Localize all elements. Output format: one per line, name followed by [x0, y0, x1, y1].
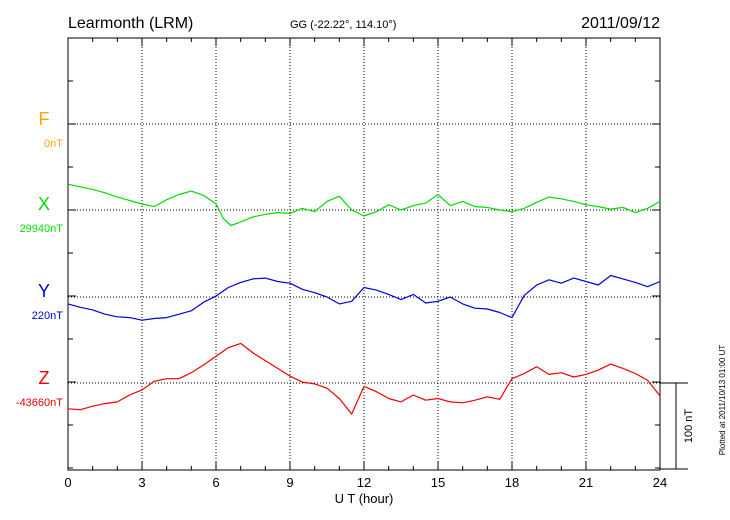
series-baseline-label: 29940nT	[20, 223, 64, 235]
scale-bar-label: 100 nT	[683, 409, 695, 444]
series-baseline-label: 220nT	[32, 310, 63, 322]
series-baseline-label: 0nT	[44, 138, 63, 150]
x-axis-label: U T (hour)	[335, 491, 394, 506]
scale-bar	[660, 382, 688, 470]
station-coords: GG (-22.22°, 114.10°)	[290, 19, 396, 31]
series-labels: F 0nT X 29940nT Y 220nT Z -43660nT	[16, 109, 63, 409]
series-traces	[67, 183, 661, 415]
x-tick-labels: 0 3 6 9 12 15 18 21 24	[64, 475, 667, 490]
x-tick-label: 0	[64, 475, 71, 490]
x-tick-label: 18	[505, 475, 519, 490]
series-trace-z	[67, 342, 661, 415]
grid	[68, 38, 660, 470]
series-baseline-label: -43660nT	[16, 397, 63, 409]
series-name-label: F	[39, 109, 50, 129]
series-name-label: Y	[38, 281, 50, 301]
x-tick-label: 12	[357, 475, 371, 490]
x-tick-label: 24	[653, 475, 667, 490]
x-tick-label: 21	[579, 475, 593, 490]
series-trace-x	[67, 183, 661, 227]
series-trace-y	[67, 274, 661, 321]
series-name-label: X	[38, 194, 50, 214]
x-tick-label: 6	[212, 475, 219, 490]
x-tick-label: 15	[431, 475, 445, 490]
chart-date: 2011/09/12	[581, 15, 660, 32]
x-tick-label: 9	[286, 475, 293, 490]
series-name-label: Z	[39, 368, 50, 388]
x-tick-label: 3	[138, 475, 145, 490]
station-title: Learmonth (LRM)	[68, 15, 193, 32]
plotted-timestamp: Plotted at 2011/10/13 01:00 UT	[718, 345, 727, 456]
axis-ticks	[67, 38, 661, 470]
